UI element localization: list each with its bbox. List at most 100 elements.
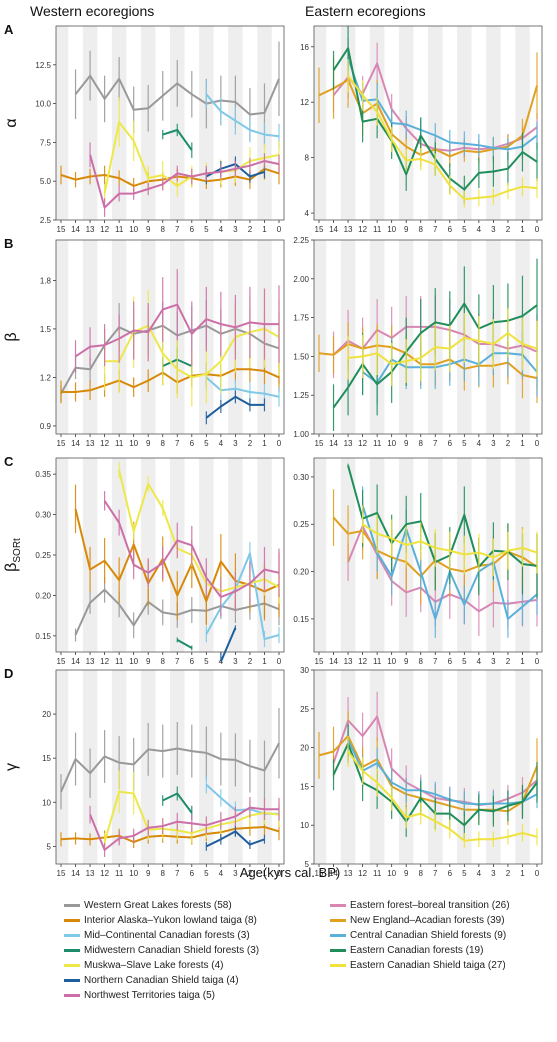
x-tick-label: 12: [100, 225, 109, 234]
series-line: [318, 735, 538, 813]
x-tick-label: 3: [233, 657, 238, 666]
legend-swatch: [330, 963, 346, 967]
series-line: [332, 302, 538, 409]
legend-label: Western Great Lakes forests (58): [84, 900, 232, 911]
x-tick-label: 12: [100, 439, 109, 448]
x-tick-label: 11: [115, 225, 124, 234]
x-tick-label: 5: [204, 439, 209, 448]
y-tick-label: 1.50: [293, 352, 309, 361]
plot-frame: [55, 669, 285, 865]
plot-frame: [55, 457, 285, 653]
y-tick-label: 2.00: [293, 275, 309, 284]
x-tick-label: 10: [387, 225, 396, 234]
y-tick-label: 12.5: [35, 61, 51, 70]
x-tick-label: 6: [448, 869, 453, 878]
y-tick-label: 2.25: [293, 236, 309, 245]
x-tick-label: 14: [71, 657, 80, 666]
x-axis-title: Age(kyrs cal. BP): [240, 865, 340, 880]
x-tick-label: 9: [146, 439, 151, 448]
x-tick-label: 6: [190, 439, 195, 448]
age-band: [314, 26, 327, 220]
y-tick-label: 10: [42, 798, 51, 807]
legend-item: Eastern Canadian Shield taiga (27): [330, 960, 506, 971]
x-tick-label: 12: [100, 657, 109, 666]
legend-label: Midwestern Canadian Shield forests (3): [84, 945, 260, 956]
x-tick-label: 11: [115, 869, 124, 878]
legend-swatch: [64, 933, 80, 937]
x-tick-label: 10: [387, 657, 396, 666]
age-band: [56, 458, 69, 652]
x-tick-label: 14: [329, 439, 338, 448]
series-eastern-canadian-shield-taiga: [347, 735, 538, 849]
x-tick-label: 6: [190, 869, 195, 878]
legend-label: Central Canadian Shield forests (9): [350, 930, 507, 941]
x-tick-label: 11: [373, 869, 382, 878]
panel-a-west: 2.55.07.510.012.515 14 13 12 11 10 9 8 7 6 5 4 3 2 1 0: [35, 25, 285, 234]
x-tick-label: 9: [146, 657, 151, 666]
x-tick-label: 0: [535, 657, 540, 666]
x-tick-label: 4: [477, 869, 482, 878]
y-axis-title-3: βSORt: [3, 538, 23, 572]
series-line: [205, 93, 280, 138]
y-tick-label: 1.2: [40, 373, 52, 382]
x-tick-label: 5: [462, 869, 467, 878]
series-line: [347, 332, 538, 366]
x-tick-label: 2: [506, 657, 511, 666]
y-tick-label: 1.25: [293, 391, 309, 400]
y-tick-label: 0.35: [35, 470, 51, 479]
x-tick-label: 6: [448, 657, 453, 666]
legend-item: Northwest Territories taiga (5): [64, 990, 215, 1001]
x-tick-label: 7: [175, 225, 180, 234]
series-line: [162, 792, 193, 814]
legend-item: New England–Acadian forests (39): [330, 915, 505, 926]
series-northwest-territories-taiga: [74, 269, 280, 373]
x-tick-label: 0: [277, 225, 282, 234]
series-midwestern-canadian-shield-forests: [162, 123, 193, 158]
legend-label: Northwest Territories taiga (5): [84, 990, 215, 1001]
x-tick-label: 9: [404, 225, 409, 234]
x-tick-label: 9: [146, 225, 151, 234]
y-tick-label: 0.20: [35, 591, 51, 600]
legend-label: New England–Acadian forests (39): [350, 915, 505, 926]
x-tick-label: 15: [57, 439, 66, 448]
x-tick-label: 13: [86, 225, 95, 234]
x-tick-label: 13: [344, 439, 353, 448]
x-tick-label: 4: [477, 439, 482, 448]
legend-swatch: [64, 963, 80, 967]
x-tick-label: 13: [86, 657, 95, 666]
x-tick-label: 3: [491, 225, 496, 234]
legend-item: Eastern Canadian forests (19): [330, 945, 483, 956]
x-tick-label: 13: [344, 869, 353, 878]
x-tick-label: 3: [491, 869, 496, 878]
legend-label: Mid–Continental Canadian forests (3): [84, 930, 250, 941]
x-tick-label: 7: [175, 869, 180, 878]
x-tick-label: 1: [262, 225, 267, 234]
legend-item: Western Great Lakes forests (58): [64, 900, 232, 911]
x-tick-label: 4: [219, 869, 224, 878]
x-tick-label: 7: [433, 657, 438, 666]
age-band: [428, 670, 443, 864]
plot-frame: [55, 25, 285, 221]
legend-item: Mid–Continental Canadian forests (3): [64, 930, 250, 941]
x-tick-label: 3: [233, 439, 238, 448]
series-line: [60, 324, 280, 395]
x-tick-label: 14: [71, 439, 80, 448]
x-tick-label: 6: [190, 225, 195, 234]
legend-swatch: [64, 918, 80, 922]
series-line: [89, 806, 279, 851]
y-tick-label: 16: [300, 43, 309, 52]
x-tick-label: 14: [71, 225, 80, 234]
x-tick-label: 2: [248, 869, 253, 878]
y-tick-label: 15: [300, 782, 309, 791]
legend-label: Eastern forest–boreal transition (26): [350, 900, 510, 911]
legend-swatch: [330, 903, 346, 907]
y-tick-label: 0.15: [293, 615, 309, 624]
age-band: [515, 670, 530, 864]
legend-swatch: [330, 918, 346, 922]
y-tick-label: 1.5: [40, 325, 52, 334]
plot-frame: [313, 239, 543, 435]
